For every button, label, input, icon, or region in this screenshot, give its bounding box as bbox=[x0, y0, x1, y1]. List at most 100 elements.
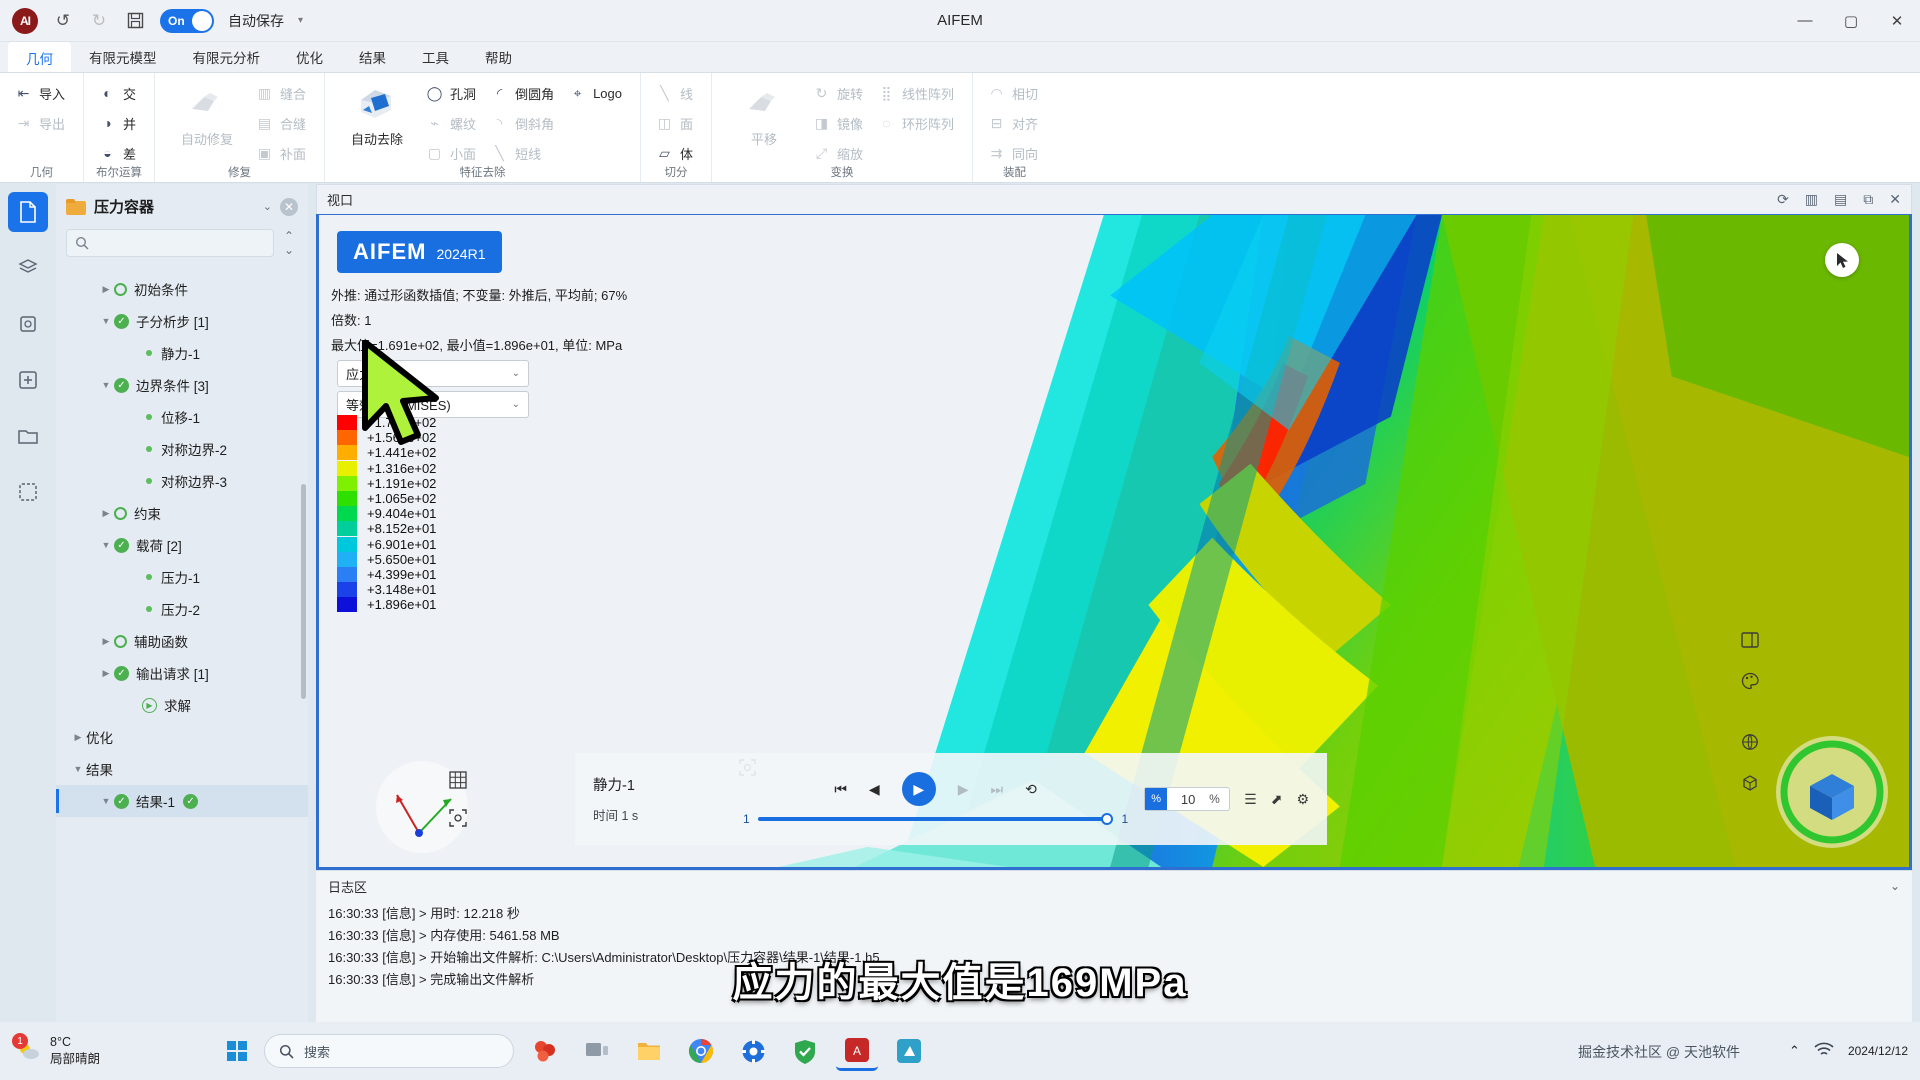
chevron-down-icon[interactable]: ▼ bbox=[101, 316, 111, 326]
ribbon-item-same-direction-icon[interactable]: ⇉ 同向 bbox=[983, 139, 1046, 167]
rail-item-materials[interactable] bbox=[8, 248, 48, 288]
slider-handle[interactable] bbox=[1101, 813, 1114, 825]
play-button[interactable]: ▶ bbox=[901, 772, 936, 806]
menu-tab-6[interactable]: 帮助 bbox=[485, 51, 512, 66]
rail-item-model-tree[interactable] bbox=[8, 192, 48, 232]
skip-first-icon[interactable]: ⏮ bbox=[834, 780, 847, 797]
tree-node-14[interactable]: ▶ 优化 bbox=[56, 721, 308, 753]
ribbon-item-thread-icon[interactable]: ⌁ 螺纹 bbox=[421, 109, 484, 137]
taskbar-taskview[interactable] bbox=[576, 1031, 618, 1071]
gear-icon[interactable]: ⚙ bbox=[1296, 790, 1309, 807]
chevron-right-icon[interactable]: ▶ bbox=[102, 507, 110, 518]
ribbon-button-translate-icon[interactable]: 平移 bbox=[722, 79, 806, 148]
taskbar-app-flower[interactable] bbox=[524, 1031, 566, 1071]
tree-node-8[interactable]: ▼ ✓ 载荷 [2] bbox=[56, 529, 308, 561]
chevron-down-icon[interactable]: ▾ bbox=[298, 15, 304, 26]
ribbon-item-align-icon[interactable]: ⊟ 对齐 bbox=[983, 109, 1046, 137]
ribbon-button-auto-remove-icon[interactable]: 自动去除 bbox=[335, 79, 419, 148]
chevron-right-icon[interactable]: ▶ bbox=[102, 283, 110, 294]
ribbon-item-import-icon[interactable]: ⇤ 导入 bbox=[10, 79, 73, 107]
chevron-up-icon[interactable]: ⌃ bbox=[1789, 1043, 1800, 1058]
pointer-mode-button[interactable] bbox=[1825, 243, 1859, 277]
frame-slider[interactable] bbox=[757, 813, 1114, 825]
taskbar-settings[interactable] bbox=[732, 1031, 774, 1071]
step-back-icon[interactable]: ◀ bbox=[868, 780, 880, 797]
speed-value[interactable]: 10 bbox=[1180, 791, 1196, 807]
chevron-down-icon[interactable]: ⌄ bbox=[1889, 879, 1900, 893]
chevron-right-icon[interactable]: ▶ bbox=[102, 667, 110, 678]
tree-node-10[interactable]: 压力-2 bbox=[56, 593, 308, 625]
grid-icon[interactable] bbox=[449, 771, 467, 793]
tree-node-16[interactable]: ▼ ✓ 结果-1 ✓ bbox=[56, 785, 308, 817]
refresh-icon[interactable]: ⟳ bbox=[1777, 191, 1789, 207]
tree-node-3[interactable]: ▼ ✓ 边界条件 [3] bbox=[56, 369, 308, 401]
taskbar-chrome[interactable] bbox=[680, 1031, 722, 1071]
ribbon-item-hole-icon[interactable]: ◯ 孔洞 bbox=[421, 79, 484, 107]
ribbon-item-line-icon[interactable]: ╲ 线 bbox=[651, 79, 701, 107]
tree-node-9[interactable]: 压力-1 bbox=[56, 561, 308, 593]
ribbon-item-fillet-icon[interactable]: ◜ 倒圆角 bbox=[486, 79, 562, 107]
rail-item-folder[interactable] bbox=[8, 416, 48, 456]
chevron-down-icon[interactable]: ▼ bbox=[101, 540, 111, 550]
ribbon-item-small-face-icon[interactable]: ▢ 小面 bbox=[421, 139, 484, 167]
export-icon[interactable]: ⬈ bbox=[1270, 790, 1283, 807]
autosave-toggle[interactable]: On bbox=[160, 8, 214, 33]
tree-node-4[interactable]: 位移-1 bbox=[56, 401, 308, 433]
tree-scrollbar[interactable] bbox=[301, 484, 306, 699]
ribbon-item-face-icon[interactable]: ◫ 面 bbox=[651, 109, 701, 137]
taskbar-search[interactable]: 搜索 bbox=[264, 1034, 514, 1068]
tree-node-11[interactable]: ▶ 辅助函数 bbox=[56, 625, 308, 657]
step-forward-icon[interactable]: ▶ bbox=[957, 780, 969, 797]
taskbar-explorer[interactable] bbox=[628, 1031, 670, 1071]
ribbon-item-subtract-icon[interactable]: ◒ 差 bbox=[94, 139, 144, 167]
chevron-right-icon[interactable]: ▶ bbox=[102, 635, 110, 646]
split-vertical-icon[interactable]: ▥ bbox=[1804, 191, 1819, 207]
save-icon[interactable] bbox=[124, 10, 146, 32]
capture-icon[interactable] bbox=[449, 809, 467, 831]
ribbon-item-intersect-icon[interactable]: ◐ 交 bbox=[94, 79, 144, 107]
close-button[interactable]: ✕ bbox=[1874, 0, 1920, 42]
tree-node-1[interactable]: ▼ ✓ 子分析步 [1] bbox=[56, 305, 308, 337]
ribbon-item-stitch-icon[interactable]: ▥ 缝合 bbox=[251, 79, 314, 107]
menu-tab-4[interactable]: 结果 bbox=[359, 51, 386, 66]
ribbon-button-auto-repair-icon[interactable]: 自动修复 bbox=[165, 79, 249, 148]
split-horizontal-icon[interactable]: ▤ bbox=[1834, 191, 1848, 207]
taskbar-aifem[interactable]: A bbox=[836, 1031, 878, 1071]
view-navigation-cube[interactable] bbox=[1767, 727, 1897, 857]
taskbar-shield[interactable] bbox=[784, 1031, 826, 1071]
menu-tab-5[interactable]: 工具 bbox=[422, 51, 449, 66]
layers-stack-icon[interactable] bbox=[1741, 733, 1759, 756]
chevron-right-icon[interactable]: ▶ bbox=[74, 731, 82, 742]
menu-tab-1[interactable]: 有限元模型 bbox=[89, 51, 157, 66]
log-body[interactable]: 16:30:33 [信息] > 用时: 12.218 秒 16:30:33 [信息… bbox=[316, 901, 1912, 993]
tree-node-6[interactable]: 对称边界-3 bbox=[56, 465, 308, 497]
result-component-select[interactable]: 等效应力 (MISES) ⌄ bbox=[337, 391, 529, 418]
undo-icon[interactable]: ↺ bbox=[55, 10, 71, 30]
ribbon-item-scale-icon[interactable]: ⤢ 缩放 bbox=[808, 139, 871, 167]
taskbar-app-extra[interactable] bbox=[888, 1031, 930, 1071]
chevron-down-icon[interactable]: ⌄ bbox=[262, 201, 272, 213]
view-panel-icon[interactable] bbox=[1741, 631, 1759, 654]
ribbon-item-union-icon[interactable]: ◑ 并 bbox=[94, 109, 144, 137]
render-viewport[interactable]: AIFEM 2024R1 外推: 通过形函数插值; 不变量: 外推后, 平均前;… bbox=[316, 214, 1912, 870]
rail-item-properties[interactable] bbox=[8, 304, 48, 344]
rail-item-export[interactable] bbox=[8, 472, 48, 512]
popout-icon[interactable]: ⧉ bbox=[1863, 191, 1874, 207]
start-button[interactable] bbox=[220, 1034, 254, 1068]
menu-tab-2[interactable]: 有限元分析 bbox=[192, 51, 261, 66]
tree-node-0[interactable]: ▶ 初始条件 bbox=[56, 273, 308, 305]
rail-item-add[interactable] bbox=[8, 360, 48, 400]
network-icon[interactable] bbox=[1814, 1042, 1834, 1061]
sort-icon[interactable]: ⌃ ⌄ bbox=[283, 229, 294, 257]
speed-control[interactable]: % 10 % bbox=[1144, 787, 1231, 811]
ribbon-item-linear-pattern-icon[interactable]: ⣿ 线性阵列 bbox=[873, 79, 962, 107]
weather-widget[interactable]: 1 8°C 局部晴朗 bbox=[0, 1033, 220, 1068]
search-input[interactable] bbox=[66, 229, 274, 257]
redo-icon[interactable]: ↻ bbox=[91, 10, 107, 30]
ribbon-item-patch-face-icon[interactable]: ▣ 补面 bbox=[251, 139, 314, 167]
chevron-down-icon[interactable]: ▼ bbox=[73, 764, 83, 774]
loop-icon[interactable]: ⟲ bbox=[1025, 780, 1037, 797]
ribbon-item-merge-seam-icon[interactable]: ▤ 合缝 bbox=[251, 109, 314, 137]
ribbon-item-short-edge-icon[interactable]: ╲ 短线 bbox=[486, 139, 562, 167]
ribbon-item-tangent-icon[interactable]: ◠ 相切 bbox=[983, 79, 1046, 107]
